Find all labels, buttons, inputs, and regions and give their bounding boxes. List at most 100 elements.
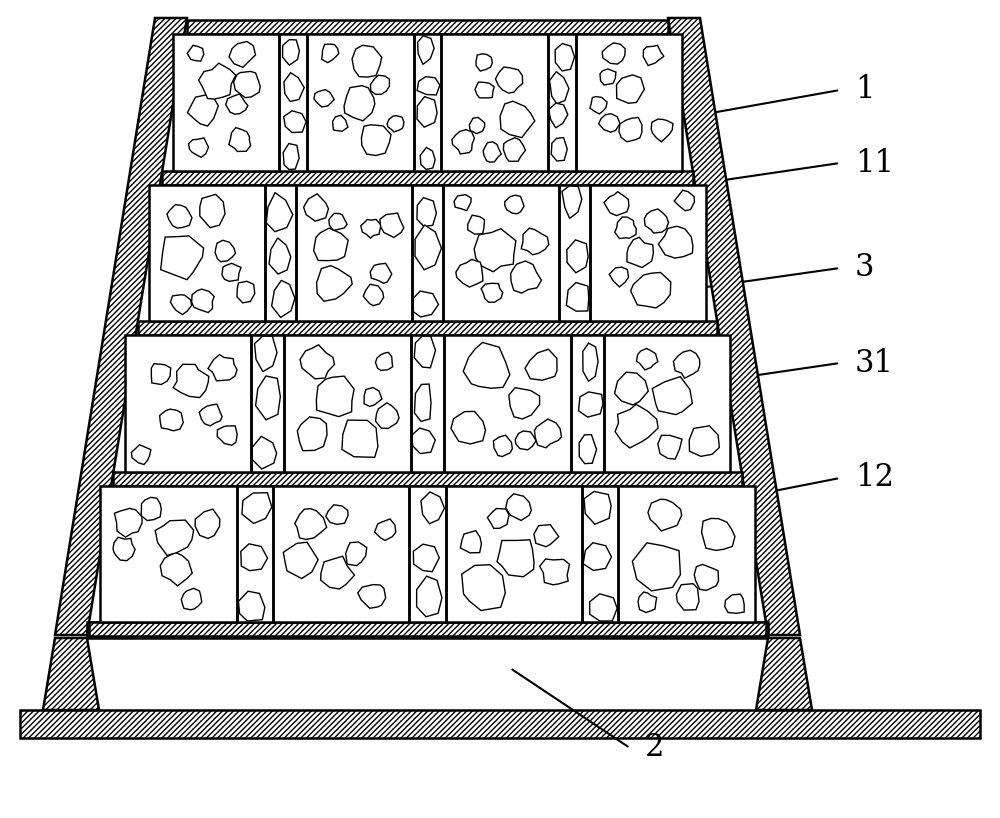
Bar (548, 34, 576, 170)
Bar (279, 34, 307, 170)
Polygon shape (229, 42, 256, 67)
Bar (138, 321, 717, 335)
Polygon shape (534, 419, 562, 447)
Bar (125, 335, 251, 471)
Polygon shape (452, 129, 474, 154)
Polygon shape (321, 556, 355, 589)
Polygon shape (417, 576, 442, 617)
Polygon shape (43, 638, 99, 710)
Bar (604, 335, 730, 471)
Polygon shape (283, 542, 318, 578)
Polygon shape (602, 43, 625, 64)
Polygon shape (199, 63, 236, 99)
Polygon shape (189, 138, 209, 157)
Polygon shape (676, 584, 699, 610)
Polygon shape (483, 142, 501, 162)
Polygon shape (314, 90, 334, 107)
Bar (441, 34, 548, 170)
Bar (251, 335, 284, 471)
Polygon shape (417, 77, 440, 95)
Bar (582, 486, 618, 622)
Polygon shape (631, 272, 671, 308)
Polygon shape (375, 519, 396, 541)
Polygon shape (567, 240, 588, 273)
Polygon shape (241, 544, 268, 571)
Polygon shape (562, 186, 582, 218)
Bar (414, 34, 441, 170)
Polygon shape (195, 509, 220, 538)
Polygon shape (215, 240, 235, 262)
Bar (618, 486, 755, 622)
Bar (590, 185, 706, 321)
Polygon shape (418, 36, 434, 65)
Polygon shape (652, 376, 692, 415)
Bar (559, 185, 590, 321)
Polygon shape (208, 354, 237, 381)
Polygon shape (503, 137, 525, 161)
Polygon shape (200, 195, 225, 227)
Bar (187, 20, 668, 34)
Polygon shape (55, 18, 187, 635)
Bar (296, 185, 412, 321)
Polygon shape (199, 404, 222, 426)
Polygon shape (114, 508, 142, 537)
Polygon shape (694, 564, 719, 591)
Polygon shape (644, 209, 668, 233)
Polygon shape (579, 434, 597, 464)
Bar (113, 471, 742, 486)
Bar (162, 170, 693, 185)
Polygon shape (540, 559, 569, 585)
Bar (446, 486, 582, 622)
Polygon shape (329, 213, 347, 230)
Bar (20, 710, 980, 738)
Bar (284, 335, 411, 471)
Bar (618, 486, 755, 622)
Polygon shape (615, 404, 658, 448)
Polygon shape (300, 345, 334, 379)
Polygon shape (352, 45, 382, 77)
Polygon shape (412, 428, 435, 453)
Bar (576, 34, 682, 170)
Polygon shape (636, 348, 658, 370)
Polygon shape (242, 492, 272, 524)
Polygon shape (521, 228, 549, 254)
Polygon shape (689, 426, 719, 456)
Polygon shape (456, 259, 483, 287)
Polygon shape (604, 191, 629, 216)
Polygon shape (170, 294, 192, 315)
Polygon shape (295, 509, 327, 539)
Polygon shape (141, 497, 161, 520)
Bar (237, 486, 273, 622)
Bar (571, 335, 604, 471)
Bar (173, 34, 279, 170)
Polygon shape (421, 492, 445, 524)
Bar (173, 34, 279, 170)
Polygon shape (658, 227, 693, 258)
Polygon shape (454, 195, 471, 211)
Polygon shape (599, 114, 620, 133)
Bar (409, 486, 446, 622)
Polygon shape (509, 388, 540, 419)
Bar (113, 471, 742, 486)
Polygon shape (414, 336, 436, 368)
Bar (576, 34, 682, 170)
Bar (149, 185, 265, 321)
Polygon shape (160, 552, 192, 586)
Bar (443, 185, 559, 321)
Bar (251, 335, 284, 471)
Bar (89, 622, 766, 636)
Bar (279, 34, 307, 170)
Polygon shape (590, 594, 617, 621)
Polygon shape (255, 336, 277, 371)
Bar (444, 335, 571, 471)
Polygon shape (673, 350, 700, 378)
Bar (125, 335, 251, 471)
Polygon shape (551, 137, 567, 161)
Bar (138, 321, 717, 335)
Polygon shape (476, 54, 492, 71)
Bar (20, 710, 980, 738)
Polygon shape (317, 266, 352, 301)
Polygon shape (583, 542, 611, 570)
Polygon shape (238, 591, 265, 621)
Polygon shape (155, 520, 194, 555)
